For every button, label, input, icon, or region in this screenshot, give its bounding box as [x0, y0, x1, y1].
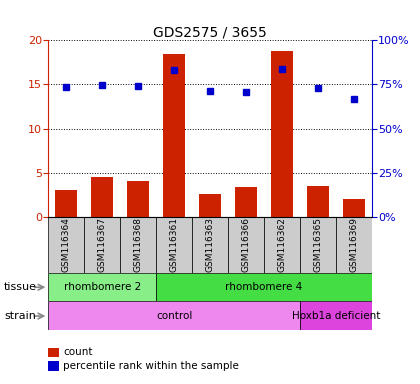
Bar — [336, 217, 372, 273]
Bar — [84, 217, 120, 273]
Bar — [192, 217, 228, 273]
Text: GSM116363: GSM116363 — [205, 217, 215, 272]
Bar — [307, 186, 328, 217]
Bar — [48, 217, 84, 273]
Text: GSM116361: GSM116361 — [170, 217, 178, 272]
Text: count: count — [63, 347, 92, 357]
Bar — [55, 190, 77, 217]
Text: Hoxb1a deficient: Hoxb1a deficient — [291, 311, 380, 321]
Text: control: control — [156, 311, 192, 321]
Text: GSM116366: GSM116366 — [241, 217, 250, 272]
Bar — [163, 53, 185, 217]
Text: GSM116368: GSM116368 — [134, 217, 143, 272]
Text: rhombomere 2: rhombomere 2 — [63, 282, 141, 292]
Title: GDS2575 / 3655: GDS2575 / 3655 — [153, 25, 267, 39]
Bar — [300, 301, 372, 330]
Text: strain: strain — [4, 311, 36, 321]
Text: GSM116367: GSM116367 — [98, 217, 107, 272]
Bar — [235, 187, 257, 217]
Bar — [199, 194, 221, 217]
Text: tissue: tissue — [4, 282, 37, 292]
Text: rhombomere 4: rhombomere 4 — [225, 282, 302, 292]
Bar — [48, 273, 156, 301]
Bar — [228, 217, 264, 273]
Bar — [300, 217, 336, 273]
Bar — [343, 199, 365, 217]
Bar — [92, 177, 113, 217]
Text: percentile rank within the sample: percentile rank within the sample — [63, 361, 239, 371]
Text: GSM116365: GSM116365 — [313, 217, 322, 272]
Bar — [271, 51, 293, 217]
Text: GSM116364: GSM116364 — [62, 217, 71, 272]
Bar — [120, 217, 156, 273]
Text: GSM116369: GSM116369 — [349, 217, 358, 272]
Text: GSM116362: GSM116362 — [277, 217, 286, 272]
Bar — [156, 217, 192, 273]
Bar — [156, 273, 372, 301]
Bar — [264, 217, 300, 273]
Bar — [48, 301, 300, 330]
Bar — [127, 181, 149, 217]
